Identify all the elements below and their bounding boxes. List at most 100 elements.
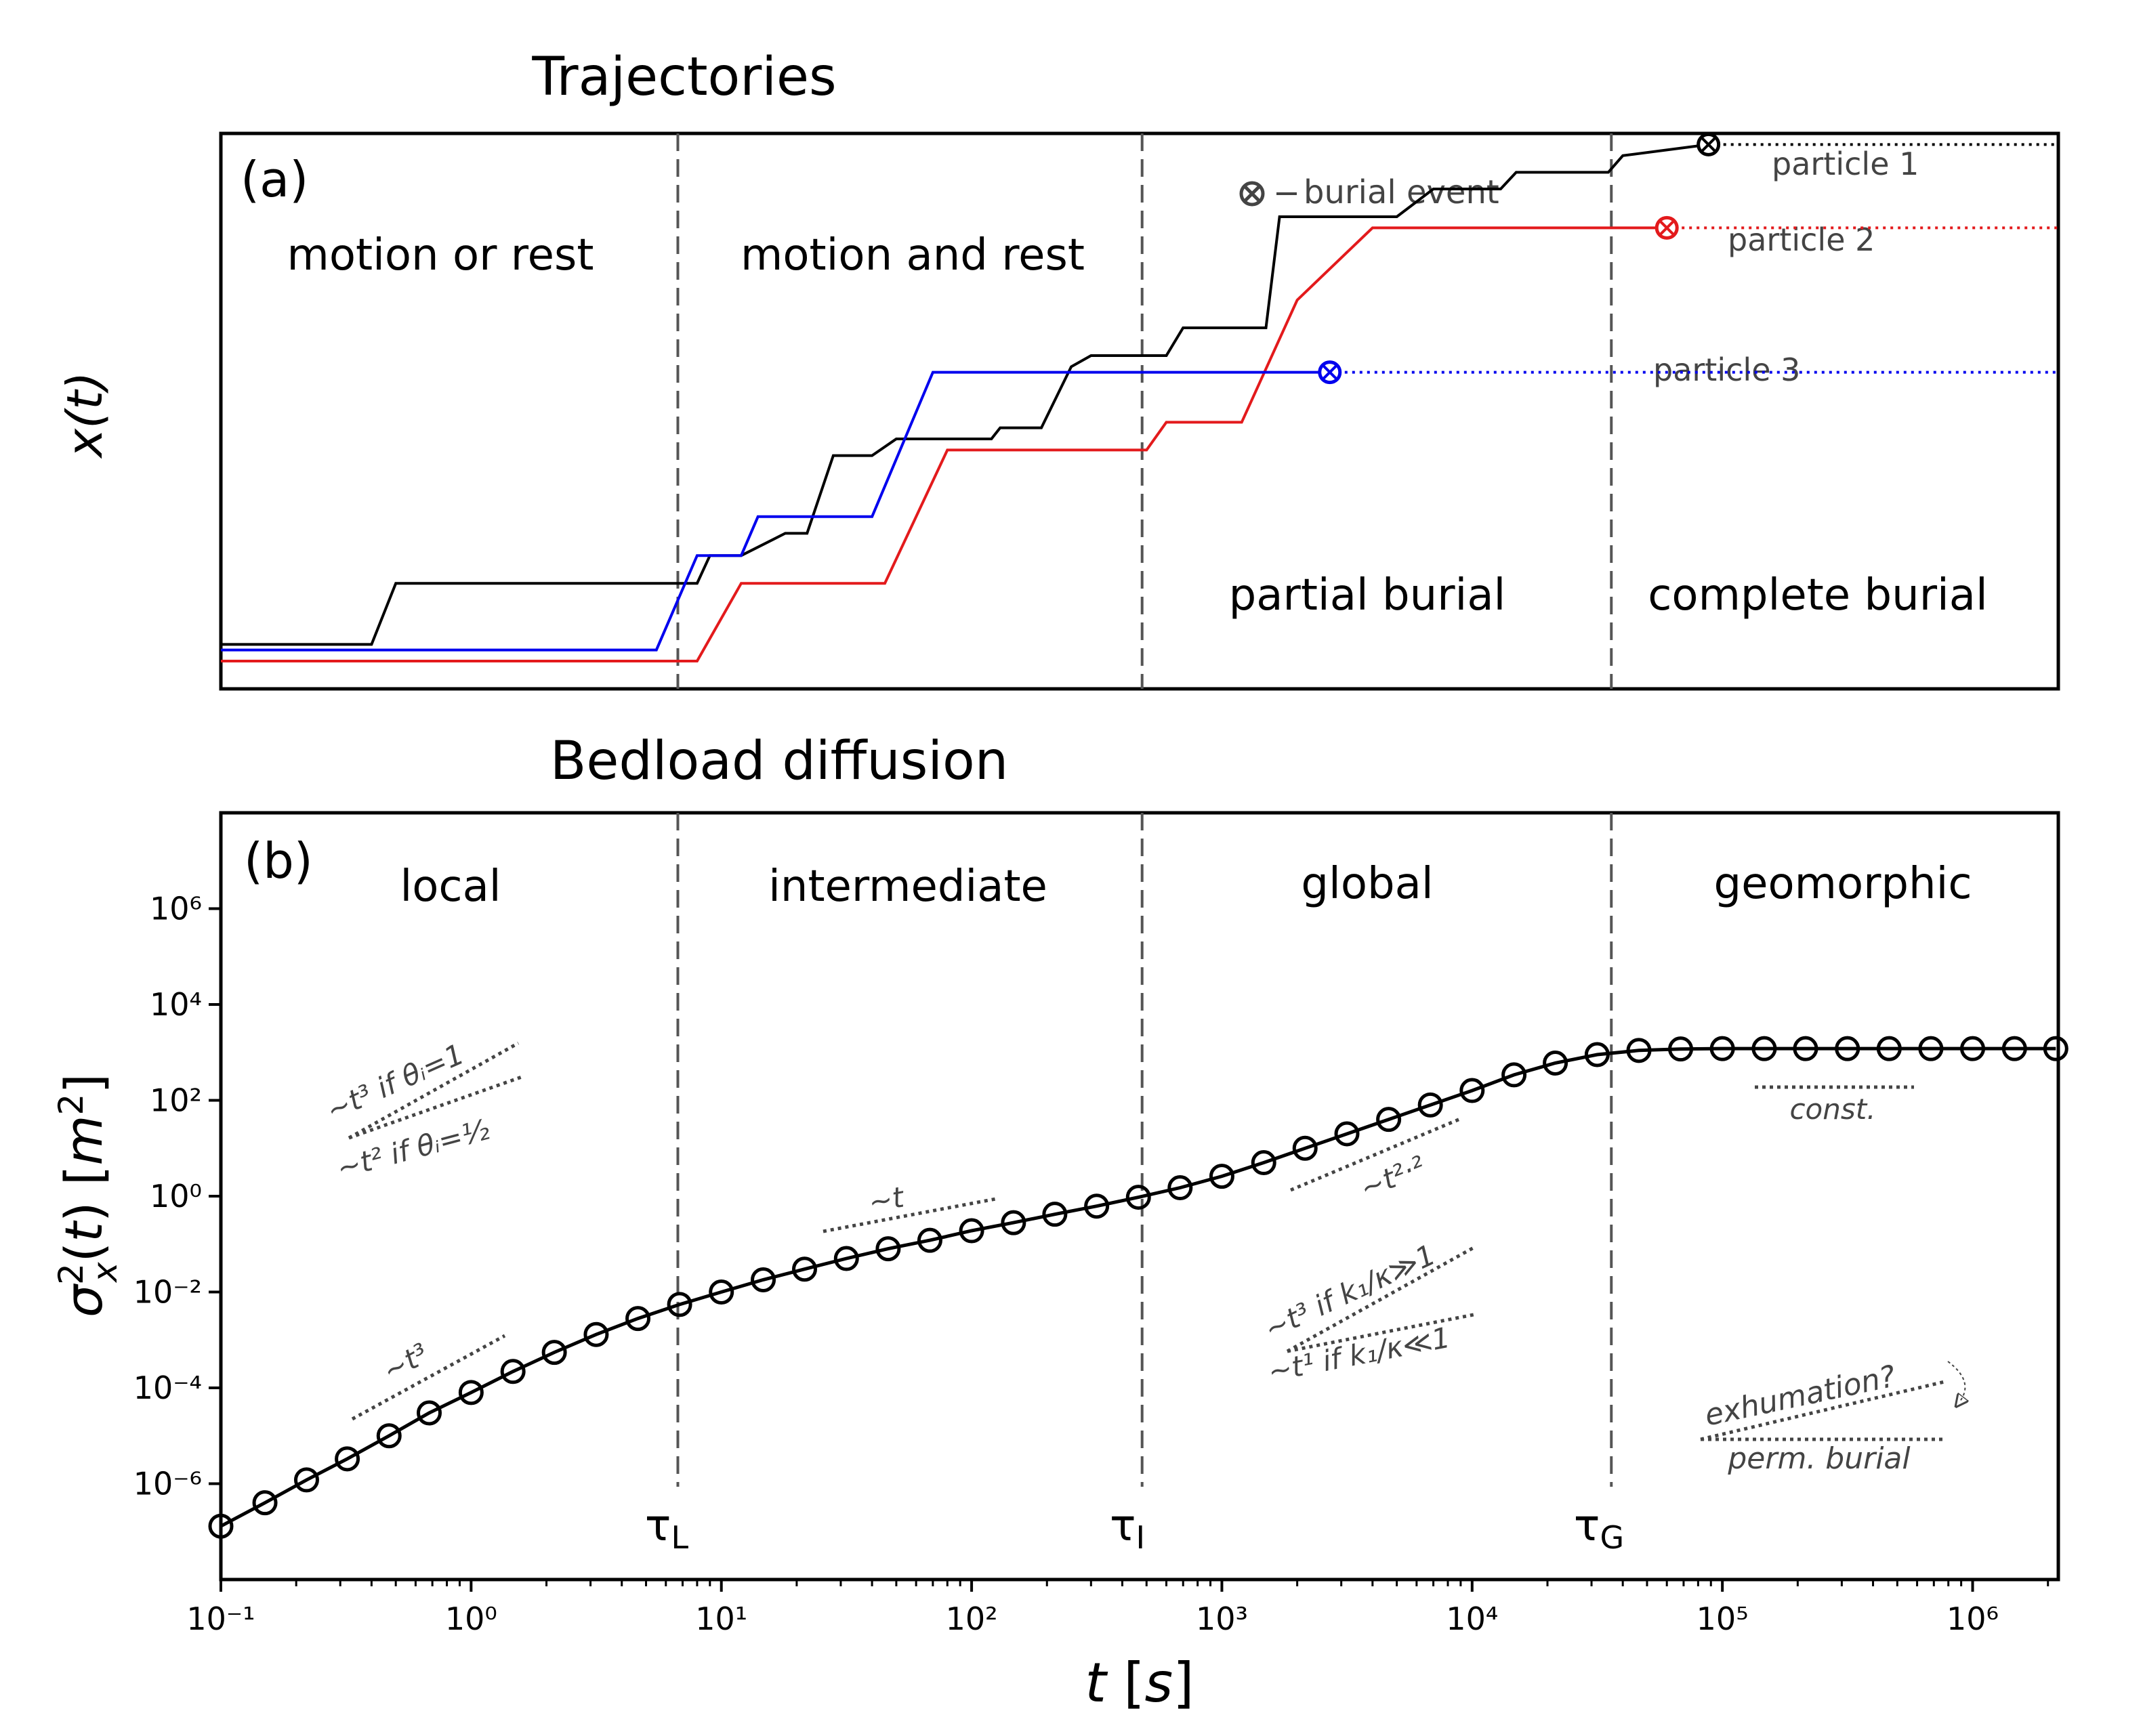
annot-perm-burial: perm. burial [1727, 1441, 1911, 1476]
x-tick-label: 10² [946, 1601, 998, 1637]
data-point [1042, 1202, 1068, 1227]
axes-b: 10⁻¹ 10⁰ 10¹ 10² 10³ 10⁴ 10⁵ 10⁶ 10⁻⁶ 10⁻⁴ 10⁻² 10⁰… [133, 891, 2050, 1637]
data-point [1543, 1050, 1568, 1076]
y-tick-label: 10⁻² [133, 1274, 202, 1311]
tau-i-label: τI [1110, 1501, 1145, 1556]
data-point [1001, 1210, 1026, 1235]
burial-marker-particle-1 [1697, 132, 1721, 156]
trajectories [221, 132, 2058, 662]
data-point [458, 1380, 484, 1405]
data-point [416, 1400, 442, 1426]
x-tick-label: 10⁻¹ [186, 1601, 255, 1637]
data-point [1251, 1150, 1276, 1176]
data-point [1626, 1038, 1652, 1063]
burial-marker-icon [1239, 181, 1265, 207]
data-point [1668, 1036, 1694, 1062]
burial-event-legend: burial event [1239, 173, 1499, 211]
data-point [1459, 1078, 1485, 1103]
trajectory-particle-2 [221, 226, 1667, 662]
data-point [875, 1236, 901, 1262]
data-point [293, 1467, 319, 1493]
data-point [252, 1490, 278, 1516]
data-point [541, 1340, 567, 1365]
x-tick-label: 10⁴ [1446, 1601, 1498, 1637]
panel-b-ylabel: σ2x(t) [m2] [51, 1074, 125, 1317]
data-point [2043, 1036, 2068, 1061]
data-point [833, 1246, 859, 1271]
data-point [1125, 1185, 1151, 1210]
regime-boundaries-a [676, 133, 1613, 689]
burial-event-label: burial event [1304, 173, 1499, 211]
data-point [751, 1267, 776, 1292]
regime-boundaries-b [676, 813, 1613, 1487]
data-point [667, 1292, 692, 1317]
y-tick-label: 10⁻⁶ [133, 1466, 202, 1502]
x-tick-label: 10⁰ [445, 1601, 497, 1637]
data-point [1960, 1036, 1986, 1061]
y-tick-label: 10⁰ [150, 1178, 202, 1214]
particle-1-label: particle 1 [1772, 146, 1919, 182]
panel-b-tag: (b) [244, 832, 313, 889]
data-point [1793, 1036, 1818, 1061]
panel-a-frame [219, 131, 2060, 691]
data-point [1292, 1135, 1318, 1161]
tau-l-label: τL [645, 1501, 689, 1556]
data-point [583, 1321, 609, 1347]
tau-g-label: τG [1574, 1501, 1624, 1556]
trajectory-particle-1 [221, 143, 1709, 646]
data-point [1584, 1042, 1610, 1067]
particle-3-label: particle 3 [1653, 352, 1800, 388]
x-tick-label: 10⁵ [1697, 1601, 1749, 1637]
data-point [1751, 1036, 1777, 1061]
data-point [709, 1279, 734, 1305]
y-tick-label: 10⁶ [150, 891, 202, 927]
panel-b-title: Bedload diffusion [550, 731, 1008, 792]
region-local: local [400, 862, 501, 912]
data-point [1501, 1062, 1527, 1088]
data-point [959, 1218, 984, 1244]
region-geomorphic: geomorphic [1713, 859, 1972, 909]
data-point [376, 1423, 402, 1449]
burial-marker-particle-2 [1655, 215, 1679, 240]
region-partial-burial: partial burial [1229, 570, 1506, 620]
annot-const: const. [1789, 1093, 1875, 1126]
data-point [792, 1256, 818, 1282]
y-tick-label: 10⁻⁴ [133, 1370, 202, 1406]
diffusion-curve [208, 1036, 2068, 1539]
exhumation-arrow-icon [1947, 1361, 1965, 1402]
data-point [1084, 1193, 1110, 1219]
data-point [1835, 1036, 1860, 1061]
annot-inter-t: ~t [866, 1180, 907, 1219]
data-point [1209, 1164, 1234, 1189]
y-tick-label: 10⁴ [150, 986, 202, 1023]
x-tick-label: 10¹ [695, 1601, 747, 1637]
y-tick-label: 10² [150, 1082, 202, 1119]
data-point [1376, 1107, 1402, 1132]
trajectory-particle-3 [221, 371, 1330, 652]
burial-marker-particle-3 [1318, 360, 1342, 385]
annot-exhumation: exhumation? [1702, 1359, 1899, 1433]
diffusion-line [220, 1046, 2056, 1528]
data-point [1709, 1036, 1735, 1061]
panel-b: Bedload diffusion (b) local intermediate… [51, 731, 2068, 1714]
data-point [2001, 1036, 2027, 1061]
data-point [1334, 1121, 1360, 1147]
region-motion-and-rest: motion and rest [741, 230, 1085, 280]
data-point [335, 1446, 360, 1472]
data-point [1417, 1092, 1443, 1118]
annot-t2-theta-half: ~t² if θᵢ=½ [333, 1113, 493, 1185]
panel-a: Trajectories (a) x(t) motion or rest mot… [56, 47, 2060, 691]
data-point [1876, 1036, 1902, 1061]
region-global: global [1301, 859, 1433, 909]
x-tick-label: 10⁶ [1947, 1601, 1999, 1637]
panel-b-xlabel: t [s] [1085, 1651, 1194, 1714]
panel-a-ylabel: x(t) [56, 371, 113, 459]
data-point [917, 1227, 942, 1253]
region-intermediate: intermediate [768, 862, 1047, 912]
data-point [625, 1306, 651, 1332]
data-point [500, 1359, 526, 1384]
x-tick-label: 10³ [1196, 1601, 1248, 1637]
data-point [1918, 1036, 1944, 1061]
panel-a-tag: (a) [241, 151, 308, 208]
